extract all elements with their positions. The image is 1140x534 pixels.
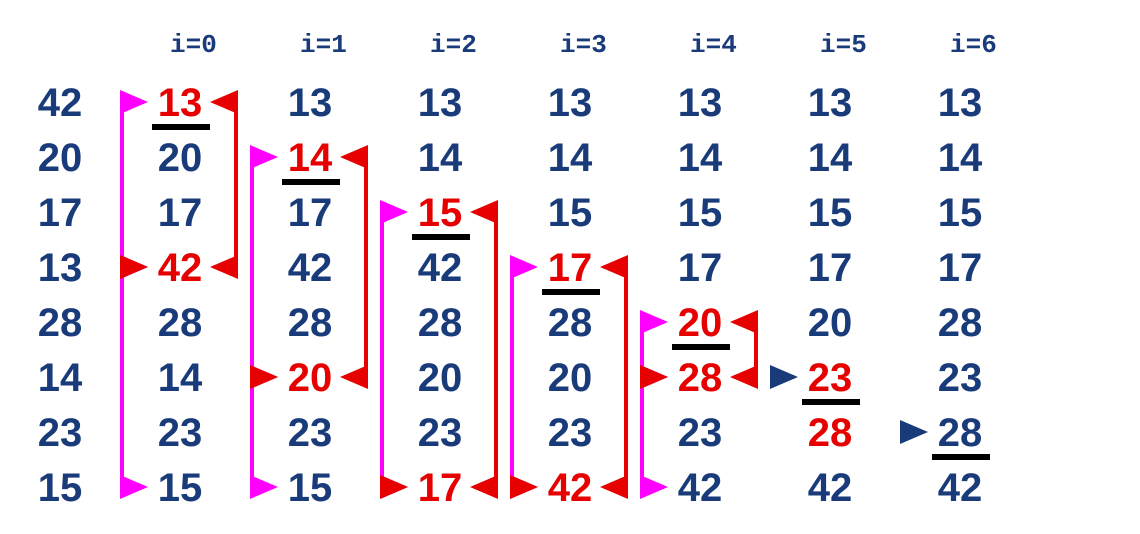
cell-value: 20 <box>670 300 730 346</box>
cell-value: 14 <box>150 355 210 401</box>
cell-value: 23 <box>150 410 210 456</box>
column-header: i=5 <box>820 30 867 60</box>
cell-value: 13 <box>670 80 730 126</box>
cell-value: 28 <box>410 300 470 346</box>
cell-value: 20 <box>150 135 210 181</box>
boundary-underline <box>672 344 730 350</box>
cell-value: 20 <box>280 355 340 401</box>
cell-value: 23 <box>540 410 600 456</box>
cell-value: 13 <box>930 80 990 126</box>
cell-value: 15 <box>280 465 340 511</box>
cell-value: 20 <box>410 355 470 401</box>
cell-value: 17 <box>800 245 860 291</box>
initial-value: 13 <box>30 245 90 291</box>
cell-value: 14 <box>280 135 340 181</box>
cell-value: 23 <box>670 410 730 456</box>
cell-value: 13 <box>540 80 600 126</box>
initial-value: 14 <box>30 355 90 401</box>
cell-value: 15 <box>540 190 600 236</box>
cell-value: 28 <box>150 300 210 346</box>
column-header: i=0 <box>170 30 217 60</box>
cell-value: 14 <box>930 135 990 181</box>
boundary-underline <box>152 124 210 130</box>
initial-value: 42 <box>30 80 90 126</box>
boundary-underline <box>802 399 860 405</box>
cell-value: 14 <box>670 135 730 181</box>
cell-value: 17 <box>930 245 990 291</box>
cell-value: 14 <box>800 135 860 181</box>
cell-value: 17 <box>410 465 470 511</box>
cell-value: 17 <box>280 190 340 236</box>
initial-value: 20 <box>30 135 90 181</box>
cell-value: 13 <box>800 80 860 126</box>
cell-value: 23 <box>280 410 340 456</box>
cell-value: 15 <box>800 190 860 236</box>
cell-value: 42 <box>410 245 470 291</box>
cell-value: 28 <box>800 410 860 456</box>
cell-value: 14 <box>540 135 600 181</box>
initial-value: 15 <box>30 465 90 511</box>
cell-value: 42 <box>150 245 210 291</box>
cell-value: 15 <box>670 190 730 236</box>
initial-value: 28 <box>30 300 90 346</box>
boundary-underline <box>282 179 340 185</box>
boundary-underline <box>542 289 600 295</box>
cell-value: 15 <box>930 190 990 236</box>
boundary-underline <box>932 454 990 460</box>
cell-value: 28 <box>670 355 730 401</box>
cell-value: 15 <box>150 465 210 511</box>
initial-value: 17 <box>30 190 90 236</box>
initial-value: 23 <box>30 410 90 456</box>
cell-value: 17 <box>540 245 600 291</box>
cell-value: 17 <box>670 245 730 291</box>
boundary-underline <box>412 234 470 240</box>
column-header: i=1 <box>300 30 347 60</box>
cell-value: 23 <box>800 355 860 401</box>
column-header: i=2 <box>430 30 477 60</box>
cell-value: 23 <box>410 410 470 456</box>
cell-value: 42 <box>280 245 340 291</box>
sort-diagram: i=0 i=1 i=2 i=3 i=4 i=5 i=6 42 20 17 13 28 14 23 15 13 2… <box>0 0 1140 534</box>
cell-value: 28 <box>930 300 990 346</box>
cell-value: 15 <box>410 190 470 236</box>
column-header: i=3 <box>560 30 607 60</box>
cell-value: 14 <box>410 135 470 181</box>
cell-value: 28 <box>540 300 600 346</box>
cell-value: 28 <box>930 410 990 456</box>
cell-value: 13 <box>410 80 470 126</box>
cell-value: 42 <box>930 465 990 511</box>
cell-value: 42 <box>540 465 600 511</box>
cell-value: 13 <box>280 80 340 126</box>
cell-value: 17 <box>150 190 210 236</box>
cell-value: 42 <box>800 465 860 511</box>
cell-value: 20 <box>540 355 600 401</box>
cell-value: 42 <box>670 465 730 511</box>
cell-value: 28 <box>280 300 340 346</box>
cell-value: 23 <box>930 355 990 401</box>
cell-value: 20 <box>800 300 860 346</box>
cell-value: 13 <box>150 80 210 126</box>
column-header: i=6 <box>950 30 997 60</box>
column-header: i=4 <box>690 30 737 60</box>
